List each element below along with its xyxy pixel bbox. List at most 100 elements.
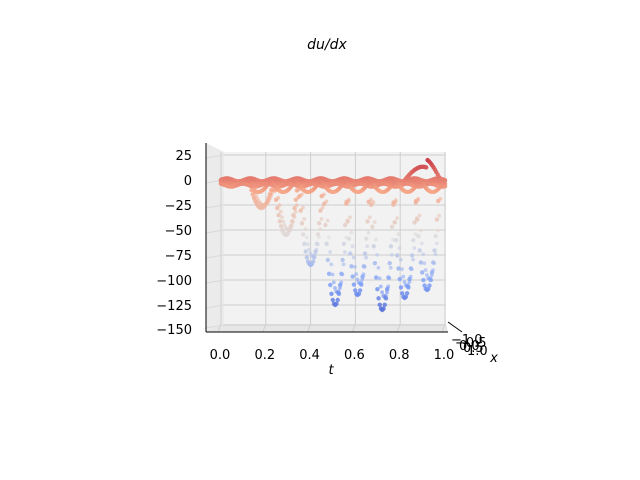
z-tick-label: −25 bbox=[165, 199, 192, 214]
data-point bbox=[396, 232, 401, 237]
data-point bbox=[340, 257, 345, 263]
axis-lines bbox=[205, 143, 463, 333]
data-point bbox=[351, 282, 357, 287]
data-point bbox=[415, 217, 420, 222]
data-point bbox=[359, 282, 364, 287]
data-point bbox=[341, 262, 346, 267]
data-point bbox=[425, 273, 429, 277]
data-point bbox=[334, 301, 339, 306]
data-point bbox=[357, 288, 363, 293]
data-point bbox=[396, 266, 401, 271]
data-point bbox=[278, 209, 283, 214]
data-point bbox=[376, 296, 381, 301]
data-point bbox=[371, 244, 376, 249]
t-axis-label: t bbox=[328, 363, 334, 378]
data-point bbox=[423, 268, 428, 272]
data-point bbox=[294, 203, 299, 208]
data-point bbox=[287, 227, 292, 233]
data-point bbox=[339, 271, 344, 276]
data-point bbox=[346, 236, 352, 241]
data-point bbox=[303, 227, 308, 231]
data-point bbox=[249, 178, 254, 182]
data-point bbox=[314, 241, 319, 246]
data-point bbox=[328, 250, 332, 254]
data-point bbox=[392, 220, 397, 225]
data-point bbox=[378, 284, 383, 289]
data-point bbox=[377, 302, 382, 307]
data-point bbox=[443, 178, 447, 182]
z-tick-label: 0 bbox=[184, 174, 192, 189]
data-point bbox=[304, 255, 310, 260]
data-point bbox=[278, 224, 284, 229]
data-point bbox=[421, 277, 426, 283]
data-point bbox=[276, 213, 281, 218]
data-point bbox=[412, 220, 417, 225]
data-point bbox=[349, 230, 354, 235]
data-point bbox=[433, 252, 438, 257]
data-point bbox=[302, 241, 307, 246]
data-point bbox=[401, 274, 406, 279]
data-point bbox=[307, 247, 311, 252]
data-point bbox=[360, 274, 365, 279]
data-point bbox=[388, 244, 394, 249]
z-tick-label: −75 bbox=[165, 249, 192, 264]
data-point bbox=[381, 306, 386, 311]
data-point bbox=[417, 248, 422, 253]
data-point bbox=[350, 244, 355, 249]
t-tick-label: 1.0 bbox=[434, 348, 455, 363]
data-point bbox=[416, 233, 421, 239]
z-tick-label: −150 bbox=[156, 323, 192, 338]
data-point bbox=[361, 264, 366, 269]
data-point bbox=[438, 177, 443, 183]
data-point bbox=[383, 296, 389, 301]
data-point bbox=[306, 242, 310, 247]
data-point bbox=[330, 297, 335, 303]
grid-line-side bbox=[205, 204, 225, 209]
data-point bbox=[428, 277, 433, 283]
data-point bbox=[325, 218, 330, 223]
x-tick-label: 1.0 bbox=[467, 344, 488, 359]
data-point bbox=[374, 237, 378, 242]
data-point bbox=[367, 215, 372, 220]
data-point bbox=[369, 197, 373, 202]
data-point bbox=[365, 244, 370, 249]
data-point bbox=[310, 259, 316, 264]
data-point bbox=[341, 241, 347, 246]
data-point bbox=[411, 238, 416, 243]
data-point bbox=[421, 252, 426, 257]
data-point bbox=[301, 205, 305, 210]
data-point bbox=[400, 291, 405, 296]
data-point bbox=[298, 178, 303, 182]
grid-line-side bbox=[205, 324, 225, 329]
data-point bbox=[336, 291, 342, 296]
t-tick-label: 0.4 bbox=[299, 348, 320, 363]
data-point bbox=[318, 208, 323, 213]
data-point bbox=[329, 262, 334, 267]
data-point bbox=[346, 197, 351, 202]
data-point bbox=[395, 216, 399, 221]
data-point bbox=[370, 224, 375, 229]
chart-title: du/dx bbox=[307, 37, 347, 53]
data-point bbox=[345, 219, 350, 224]
data-point bbox=[395, 253, 400, 258]
data-point bbox=[323, 178, 328, 182]
data-point bbox=[327, 235, 331, 240]
t-tick-label: 0.2 bbox=[254, 348, 275, 363]
x-axis-label: x bbox=[489, 351, 498, 366]
data-point bbox=[275, 205, 280, 211]
data-point bbox=[400, 267, 404, 272]
data-point bbox=[375, 253, 379, 257]
data-point bbox=[387, 261, 392, 266]
data-point bbox=[418, 228, 423, 233]
data-point bbox=[417, 213, 422, 218]
data-point bbox=[364, 255, 368, 260]
data-point bbox=[413, 232, 418, 237]
data-point bbox=[348, 251, 353, 256]
grid-line-side bbox=[205, 304, 225, 309]
data-point bbox=[298, 208, 303, 213]
data-point bbox=[353, 288, 358, 293]
data-point bbox=[293, 209, 298, 214]
t-tick-label: 0.8 bbox=[389, 348, 410, 363]
data-point bbox=[343, 250, 347, 254]
